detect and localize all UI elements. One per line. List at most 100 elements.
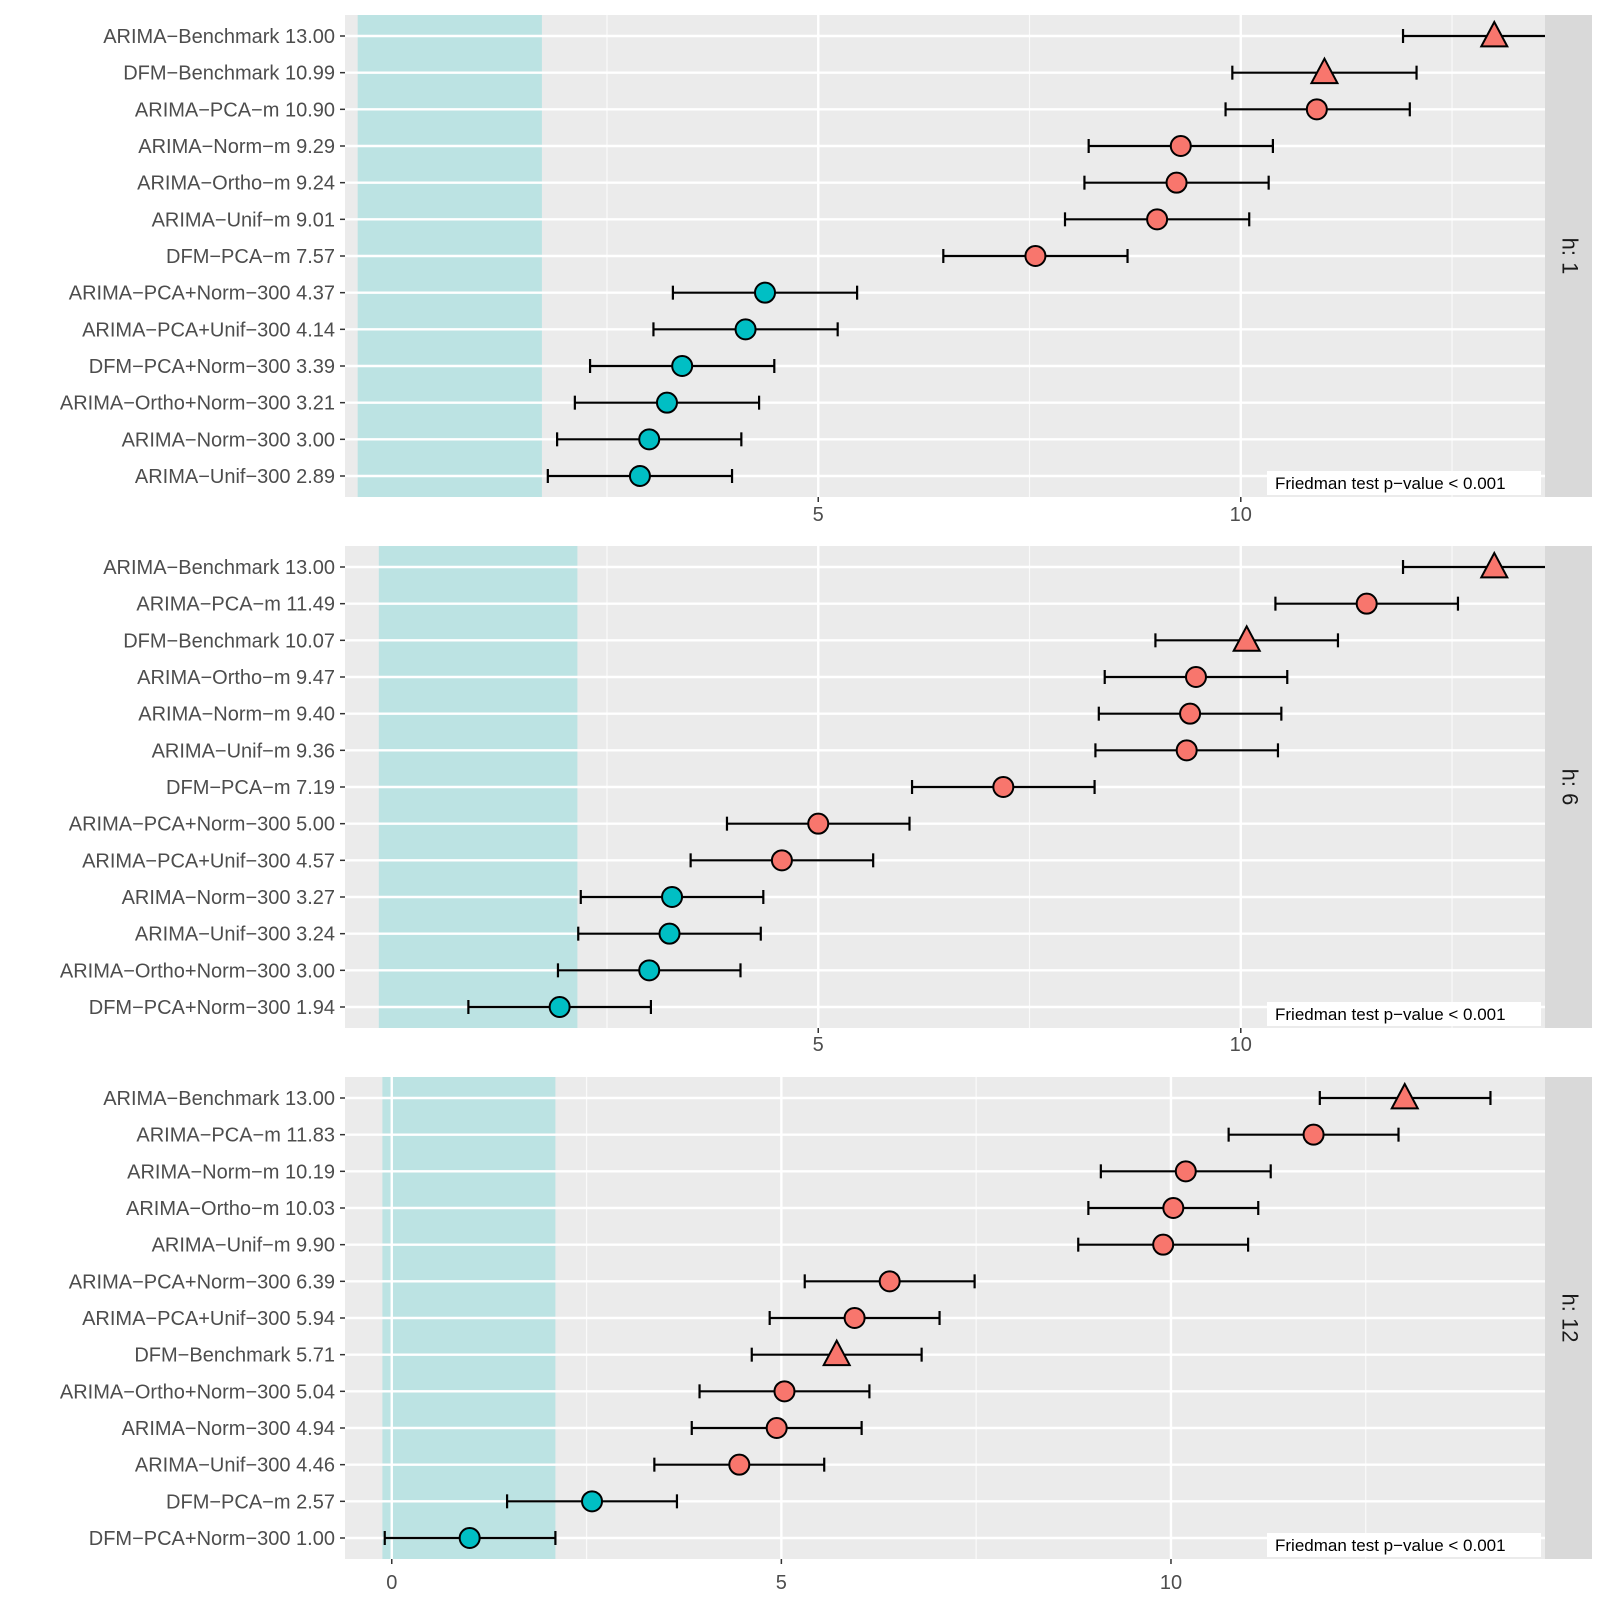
row-label: ARIMA−Norm−m 9.40 xyxy=(138,704,335,726)
mean-rank-point-triangle xyxy=(822,1338,852,1367)
row-label: ARIMA−Unif−m 9.01 xyxy=(152,209,335,231)
row-label: ARIMA−Ortho−m 10.03 xyxy=(126,1198,335,1220)
row-label: ARIMA−PCA−m 10.90 xyxy=(135,99,335,121)
x-tick-label: 10 xyxy=(1230,504,1252,526)
x-tick-label: 5 xyxy=(813,1034,824,1056)
annotation-box xyxy=(1267,1533,1541,1557)
x-tick-label: 5 xyxy=(813,504,824,526)
row-label: DFM−PCA−m 7.57 xyxy=(166,246,335,268)
row-label: DFM−PCA−m 2.57 xyxy=(166,1491,335,1513)
row-label: ARIMA−Ortho+Norm−300 3.21 xyxy=(60,393,335,415)
mean-rank-point xyxy=(661,886,684,908)
facet-strip xyxy=(1545,15,1592,497)
facet-strip-label: h: 1 xyxy=(1558,238,1583,275)
mean-rank-point xyxy=(658,922,681,945)
mean-rank-point xyxy=(655,391,678,414)
row-label: ARIMA−PCA+Norm−300 6.39 xyxy=(69,1271,335,1293)
x-tick-label: 10 xyxy=(1230,1034,1252,1056)
row-label: ARIMA−Norm−m 9.29 xyxy=(138,136,335,158)
row-label: DFM−Benchmark 10.99 xyxy=(123,63,335,85)
mean-rank-point xyxy=(765,1417,788,1439)
facet-panel: 5 10 ARIMA−Benchmark 13.00 ARIMA−PCA−m 11.4… xyxy=(60,546,1592,1056)
row-label: DFM−PCA+Norm−300 3.39 xyxy=(89,356,335,378)
row-label: DFM−PCA−m 7.19 xyxy=(166,777,335,799)
facet-panel: 0 5 10 ARIMA−Benchmark 13.00 ARIMA−PCA−m 11.… xyxy=(60,1077,1592,1594)
row-label: ARIMA−Norm−300 3.27 xyxy=(122,887,335,909)
row-label: ARIMA−Benchmark 13.00 xyxy=(103,1088,335,1110)
facet-strip-label: h: 6 xyxy=(1558,769,1583,806)
facet-panel: 5 10 ARIMA−Benchmark 13.00 DFM−Benchmark 10… xyxy=(60,15,1592,526)
mean-rank-point-triangle xyxy=(1390,1081,1420,1110)
row-label: ARIMA−Norm−300 3.00 xyxy=(122,429,335,451)
mean-rank-point xyxy=(548,996,571,1018)
x-tick-label: 10 xyxy=(1160,1572,1182,1594)
mean-rank-point-triangle xyxy=(1479,19,1509,48)
row-label: ARIMA−PCA+Unif−300 5.94 xyxy=(82,1308,335,1330)
row-label: ARIMA−PCA−m 11.83 xyxy=(136,1125,335,1147)
mean-rank-point xyxy=(807,812,830,835)
row-label: ARIMA−Unif−m 9.90 xyxy=(152,1235,335,1257)
mean-rank-point xyxy=(843,1307,866,1329)
mean-rank-point xyxy=(1302,1123,1325,1146)
row-label: ARIMA−PCA+Unif−300 4.14 xyxy=(82,319,335,341)
mean-rank-point-triangle xyxy=(1309,56,1340,85)
mean-rank-point xyxy=(754,281,776,304)
row-label: ARIMA−Benchmark 13.00 xyxy=(103,26,335,48)
row-label: ARIMA−Unif−300 4.46 xyxy=(135,1455,335,1477)
facet-strip xyxy=(1545,546,1592,1028)
mean-rank-point xyxy=(1355,592,1378,615)
row-label: ARIMA−PCA+Norm−300 5.00 xyxy=(69,814,335,836)
row-label: ARIMA−PCA−m 11.49 xyxy=(136,594,335,616)
friedman-annotation: Friedman test p−value < 0.001 xyxy=(1275,474,1506,493)
mean-rank-point-triangle xyxy=(1479,550,1509,579)
row-label: ARIMA−Unif−300 2.89 xyxy=(135,466,335,488)
row-label: ARIMA−Unif−300 3.24 xyxy=(135,924,335,946)
mean-rank-point xyxy=(1152,1233,1175,1256)
mean-rank-point xyxy=(638,959,661,982)
mean-rank-point xyxy=(1162,1197,1185,1219)
mean-rank-point xyxy=(1184,666,1207,688)
mean-rank-point xyxy=(671,355,694,377)
row-label: DFM−Benchmark 5.71 xyxy=(134,1345,335,1367)
friedman-annotation: Friedman test p−value < 0.001 xyxy=(1275,1536,1506,1555)
row-label: DFM−PCA+Norm−300 1.00 xyxy=(89,1528,335,1550)
facet-strip xyxy=(1545,1077,1592,1559)
mean-rank-point xyxy=(458,1527,481,1549)
row-label: ARIMA−Ortho−m 9.24 xyxy=(137,173,335,195)
mean-rank-point xyxy=(734,318,757,341)
x-tick-label: 5 xyxy=(776,1572,787,1594)
mean-rank-point xyxy=(1169,135,1192,157)
facet-strip-label: h: 12 xyxy=(1558,1294,1583,1343)
mean-rank-point xyxy=(992,776,1015,798)
row-label: ARIMA−Benchmark 13.00 xyxy=(103,557,335,579)
mean-rank-point xyxy=(878,1270,901,1293)
row-label: ARIMA−PCA+Unif−300 4.57 xyxy=(82,850,335,872)
row-label: ARIMA−Norm−300 4.94 xyxy=(122,1418,335,1440)
mean-rank-point xyxy=(1024,245,1047,267)
row-label: ARIMA−PCA+Norm−300 4.37 xyxy=(69,283,335,305)
mean-rank-point xyxy=(1175,739,1198,762)
row-label: DFM−PCA+Norm−300 1.94 xyxy=(89,997,335,1019)
mean-rank-point xyxy=(773,1380,796,1403)
mean-rank-point xyxy=(1179,702,1202,725)
row-label: ARIMA−Unif−m 9.36 xyxy=(152,740,335,762)
row-label: DFM−Benchmark 10.07 xyxy=(123,630,335,652)
mean-rank-point xyxy=(1146,208,1169,231)
mean-rank-point xyxy=(638,428,661,451)
row-label: ARIMA−Ortho+Norm−300 3.00 xyxy=(60,960,335,982)
mean-rank-point xyxy=(628,465,651,487)
mean-rank-point-triangle xyxy=(1232,624,1262,652)
mean-rank-point xyxy=(581,1490,604,1513)
row-label: ARIMA−Ortho+Norm−300 5.04 xyxy=(60,1381,335,1403)
friedman-annotation: Friedman test p−value < 0.001 xyxy=(1275,1005,1506,1024)
annotation-box xyxy=(1267,1002,1541,1026)
row-label: ARIMA−Norm−m 10.19 xyxy=(127,1161,335,1183)
annotation-box xyxy=(1267,471,1541,495)
mean-rank-point xyxy=(1305,98,1328,121)
x-tick-label: 0 xyxy=(386,1572,397,1594)
mean-rank-point xyxy=(1165,171,1188,194)
mean-rank-point xyxy=(770,849,793,872)
mean-rank-point xyxy=(728,1453,751,1476)
